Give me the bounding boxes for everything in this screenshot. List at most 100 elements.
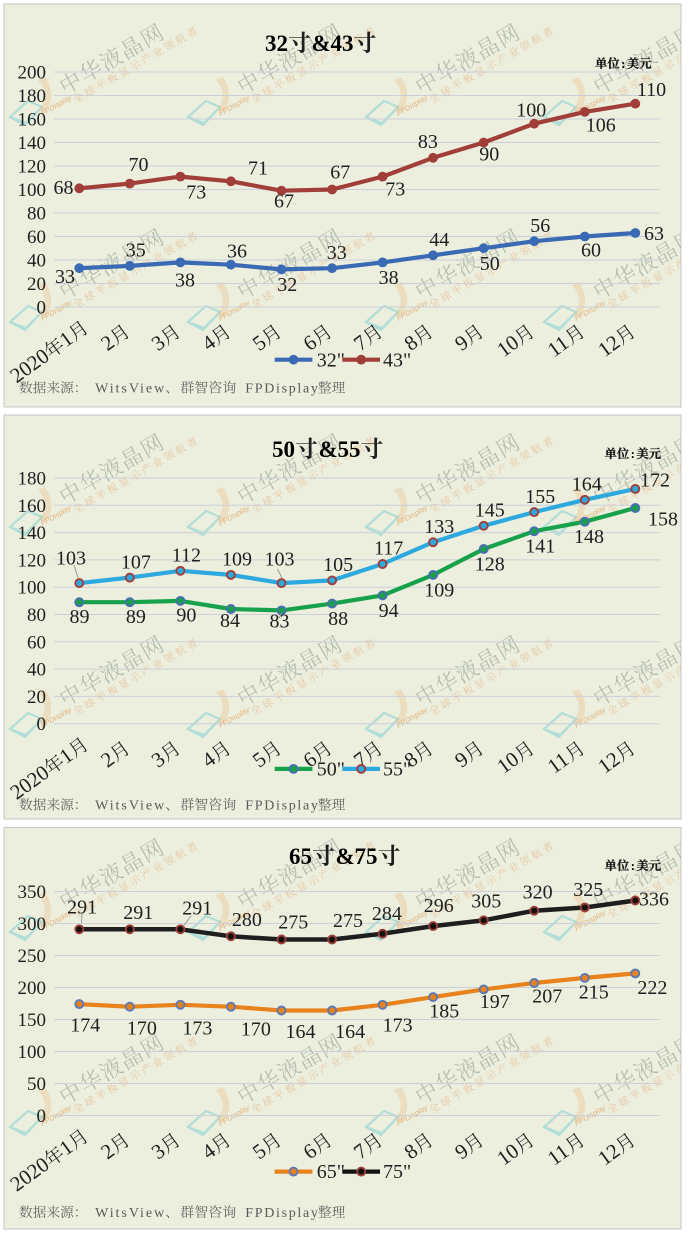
svg-text:150: 150 bbox=[18, 1010, 47, 1031]
svg-text:38: 38 bbox=[175, 270, 195, 292]
svg-text::: : bbox=[631, 859, 635, 873]
svg-text:56: 56 bbox=[530, 215, 550, 237]
svg-text:20: 20 bbox=[27, 274, 46, 295]
svg-text:0: 0 bbox=[37, 298, 47, 319]
svg-text:50": 50" bbox=[317, 759, 345, 781]
svg-text:155: 155 bbox=[525, 486, 555, 508]
svg-text:40: 40 bbox=[27, 660, 46, 681]
svg-text:FPDisplay: FPDisplay bbox=[245, 382, 318, 397]
svg-text:350: 350 bbox=[18, 882, 47, 903]
svg-text:170: 170 bbox=[241, 1018, 271, 1040]
svg-text:275: 275 bbox=[333, 910, 363, 932]
svg-text:50: 50 bbox=[480, 253, 500, 275]
svg-text:44: 44 bbox=[429, 229, 449, 251]
svg-text:105: 105 bbox=[323, 554, 353, 576]
svg-text:280: 280 bbox=[232, 909, 262, 931]
svg-text:173: 173 bbox=[383, 1014, 413, 1036]
svg-text:158: 158 bbox=[648, 509, 678, 531]
svg-text:170: 170 bbox=[127, 1017, 157, 1039]
svg-text:197: 197 bbox=[480, 991, 510, 1013]
svg-text:83: 83 bbox=[270, 611, 290, 633]
svg-text:200: 200 bbox=[18, 978, 47, 999]
svg-text:109: 109 bbox=[424, 579, 454, 601]
svg-text:291: 291 bbox=[67, 896, 97, 918]
svg-text:65": 65" bbox=[317, 1161, 345, 1183]
svg-text:FPDisplay: FPDisplay bbox=[245, 799, 318, 814]
svg-text:320: 320 bbox=[523, 882, 553, 904]
svg-text:90: 90 bbox=[479, 144, 499, 166]
svg-text:140: 140 bbox=[18, 523, 47, 544]
svg-text:32": 32" bbox=[317, 349, 345, 371]
svg-text:296: 296 bbox=[424, 895, 454, 917]
svg-text:75: 75 bbox=[355, 844, 378, 869]
svg-text:100: 100 bbox=[18, 180, 47, 201]
svg-text:33: 33 bbox=[55, 266, 75, 288]
svg-text:164: 164 bbox=[335, 1021, 365, 1043]
svg-text:305: 305 bbox=[471, 891, 501, 913]
svg-text:185: 185 bbox=[429, 1001, 459, 1023]
svg-text:43": 43" bbox=[383, 349, 411, 371]
svg-text:80: 80 bbox=[27, 204, 46, 225]
svg-text:67: 67 bbox=[330, 162, 350, 184]
svg-text:68: 68 bbox=[54, 177, 74, 199]
svg-text:133: 133 bbox=[424, 516, 454, 538]
svg-text::: : bbox=[621, 57, 625, 71]
svg-text:173: 173 bbox=[182, 1017, 212, 1039]
svg-text:89: 89 bbox=[70, 606, 90, 628]
svg-text::: : bbox=[631, 447, 635, 461]
svg-text:55": 55" bbox=[383, 759, 411, 781]
svg-text:50: 50 bbox=[272, 437, 295, 462]
svg-text:100: 100 bbox=[18, 578, 47, 599]
svg-text:33: 33 bbox=[327, 242, 347, 264]
svg-text:300: 300 bbox=[18, 914, 47, 935]
svg-text:164: 164 bbox=[572, 474, 602, 496]
svg-text:112: 112 bbox=[172, 545, 201, 567]
svg-text:128: 128 bbox=[475, 554, 505, 576]
svg-text:&: & bbox=[319, 437, 338, 462]
svg-text:120: 120 bbox=[18, 550, 47, 571]
svg-text:40: 40 bbox=[27, 251, 46, 272]
svg-text:20: 20 bbox=[27, 687, 46, 708]
svg-text:35: 35 bbox=[126, 240, 146, 262]
svg-text:&: & bbox=[336, 844, 355, 869]
svg-text:141: 141 bbox=[525, 536, 555, 558]
svg-text:0: 0 bbox=[37, 714, 47, 735]
svg-text:180: 180 bbox=[18, 469, 47, 490]
svg-text:80: 80 bbox=[27, 605, 46, 626]
svg-text:172: 172 bbox=[640, 470, 670, 492]
svg-text:284: 284 bbox=[372, 903, 402, 925]
svg-text:148: 148 bbox=[574, 526, 604, 548]
svg-text:140: 140 bbox=[18, 133, 47, 154]
svg-text:WitsView: WitsView bbox=[95, 1206, 165, 1221]
svg-text:100: 100 bbox=[18, 1042, 47, 1063]
svg-text:164: 164 bbox=[286, 1021, 316, 1043]
svg-text:110: 110 bbox=[637, 79, 666, 101]
svg-text:71: 71 bbox=[248, 158, 268, 180]
svg-text:84: 84 bbox=[220, 610, 240, 632]
svg-text:222: 222 bbox=[637, 977, 667, 999]
svg-text:120: 120 bbox=[18, 157, 47, 178]
svg-text:103: 103 bbox=[56, 548, 86, 570]
svg-text:250: 250 bbox=[18, 946, 47, 967]
svg-text:38: 38 bbox=[379, 267, 399, 289]
svg-text:90: 90 bbox=[176, 605, 196, 627]
svg-text:32: 32 bbox=[277, 274, 297, 296]
svg-text:117: 117 bbox=[374, 538, 403, 560]
svg-text:174: 174 bbox=[70, 1015, 100, 1037]
svg-text:106: 106 bbox=[586, 115, 616, 137]
svg-text:60: 60 bbox=[27, 632, 46, 653]
svg-text:160: 160 bbox=[18, 496, 47, 517]
svg-text:67: 67 bbox=[274, 190, 294, 212]
svg-text:89: 89 bbox=[126, 606, 146, 628]
svg-text:336: 336 bbox=[639, 889, 669, 911]
svg-text:103: 103 bbox=[265, 549, 295, 571]
svg-text:73: 73 bbox=[385, 178, 405, 200]
svg-text:32: 32 bbox=[265, 31, 288, 56]
svg-text:50: 50 bbox=[27, 1074, 46, 1095]
svg-text:160: 160 bbox=[18, 110, 47, 131]
svg-text:WitsView: WitsView bbox=[95, 382, 165, 397]
svg-text:94: 94 bbox=[379, 600, 399, 622]
svg-text:36: 36 bbox=[227, 240, 247, 262]
svg-text:WitsView: WitsView bbox=[95, 799, 165, 814]
svg-text:275: 275 bbox=[278, 912, 308, 934]
